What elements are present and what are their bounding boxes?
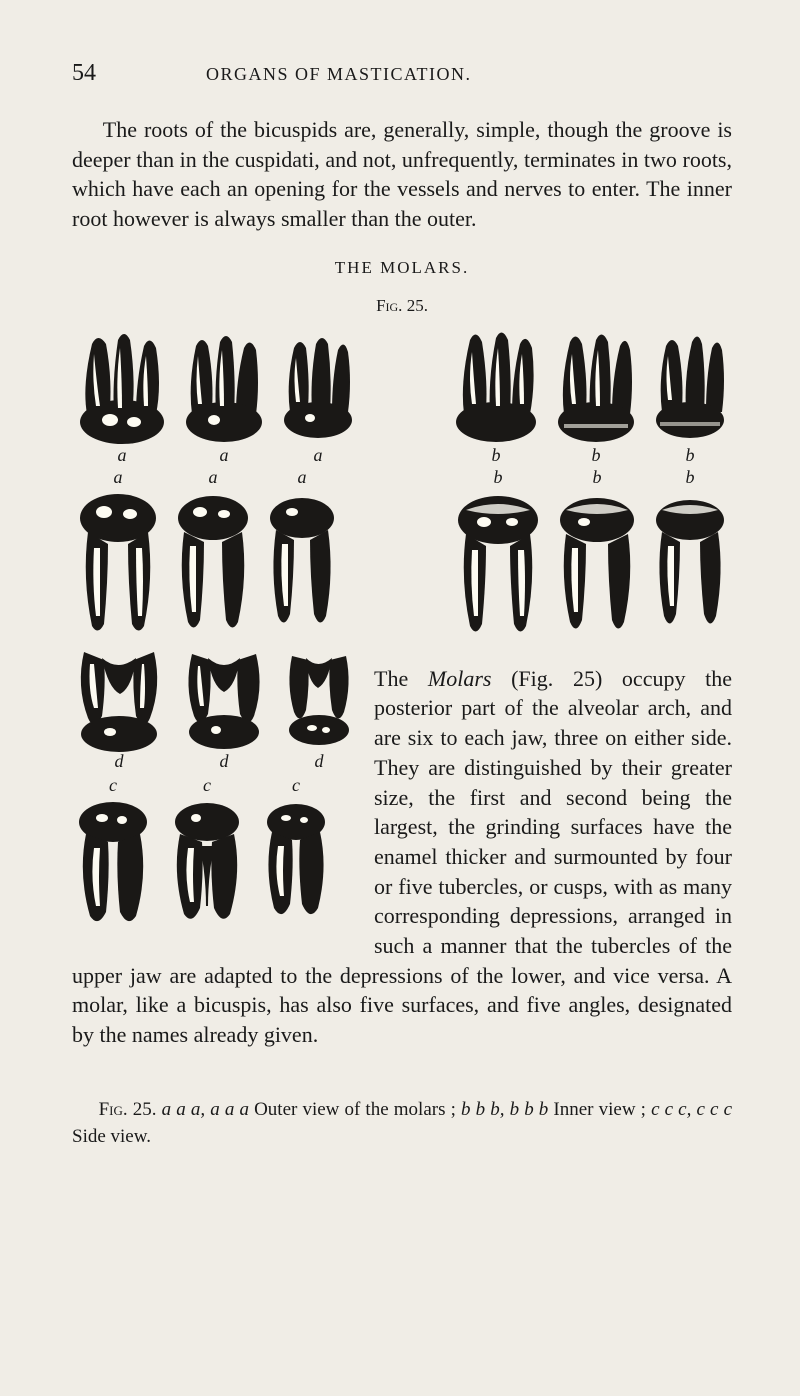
section-title: THE MOLARS. [72,258,732,278]
tooth-c1: c [72,776,154,924]
caption-side: Side view. [72,1126,151,1147]
tooth-a5: a [170,468,256,636]
tooth-a4: a [72,468,164,636]
figure-caption: Fig. 25. a a a, a a a Outer view of the … [72,1096,732,1151]
label-c: c [292,776,300,794]
tooth-a6: a [262,468,342,636]
caption-fig: Fig. 25. [99,1099,157,1120]
wrap-section: d d [72,642,732,1074]
tooth-b2: b [550,326,642,464]
figure-label: Fig. 25. [72,296,732,316]
figure-label-prefix: Fig. [376,296,402,315]
label-b: b [593,468,602,486]
caption-inner: Inner view ; [548,1099,651,1120]
page-header: 54 ORGANS OF MASTICATION. [72,60,732,87]
tooth-d2: d [180,642,268,770]
label-d: d [220,752,229,770]
tooth-b6: b [648,468,732,636]
paragraph-intro: The roots of the bicuspids are, generall… [72,115,732,234]
tooth-d1: d [72,642,166,770]
tooth-b3: b [648,326,732,464]
label-c: c [203,776,211,794]
caption-b: b b b, b b b [461,1099,548,1120]
tooth-c2: c [168,776,246,924]
figure-25: a [72,326,732,636]
label-a: a [209,468,218,486]
label-a: a [118,446,127,464]
label-a: a [314,446,323,464]
tooth-b1: b [448,326,544,464]
label-b: b [686,468,695,486]
label-c: c [109,776,117,794]
label-a: a [114,468,123,486]
tooth-a1: a [72,326,172,464]
label-b: b [592,446,601,464]
caption-a: a a a, a a a [162,1099,249,1120]
label-d: d [315,752,324,770]
label-b: b [492,446,501,464]
label-b: b [686,446,695,464]
label-a: a [220,446,229,464]
figure-row-3: d d [72,642,356,770]
page-number: 54 [72,60,96,87]
tooth-c3: c [260,776,332,924]
tooth-b5: b [552,468,642,636]
figure-row-1: a [72,326,732,464]
figure-label-number: 25. [407,296,428,315]
label-b: b [494,468,503,486]
running-head: ORGANS OF MASTICATION. [206,64,472,85]
tooth-a2: a [178,326,270,464]
tooth-a3: a [276,326,360,464]
term-molars: Molars [428,666,492,691]
label-d: d [115,752,124,770]
figure-row-2: a [72,468,732,636]
caption-outer: Outer view of the molars ; [249,1099,461,1120]
floated-figure: d d [72,642,356,930]
tooth-b4: b [450,468,546,636]
label-a: a [298,468,307,486]
figure-row-4: c c [72,776,356,924]
tooth-d3: d [282,642,356,770]
caption-c: c c c, c c c [651,1099,732,1120]
